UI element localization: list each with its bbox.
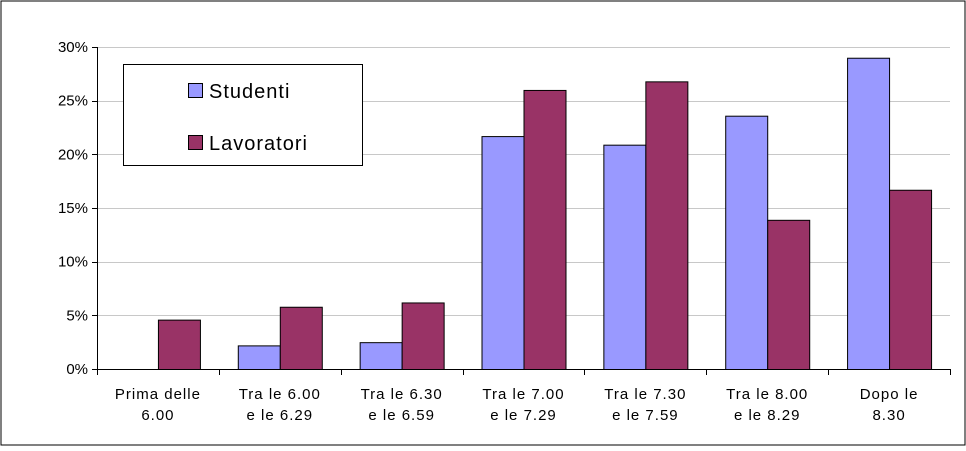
- bar-lavoratori-5: [768, 220, 810, 369]
- bar-lavoratori-0: [158, 320, 200, 369]
- bar-lavoratori-4: [646, 82, 688, 370]
- bar-lavoratori-2: [402, 303, 444, 370]
- bar-lavoratori-3: [524, 90, 566, 369]
- x-tick-label: Tra le 7.00: [482, 386, 564, 403]
- x-tick-label: 8.30: [872, 407, 905, 424]
- x-tick-label: Tra le 8.00: [726, 386, 808, 403]
- y-tick-label: 5%: [66, 307, 88, 324]
- x-tick-label: e le 7.29: [490, 407, 557, 424]
- y-tick-label: 25%: [58, 93, 88, 110]
- x-tick-label: Prima delle: [115, 386, 201, 403]
- x-tick-label: Dopo le: [860, 386, 919, 403]
- y-tick-label: 0%: [66, 361, 88, 378]
- x-tick-label: Tra le 6.30: [361, 386, 443, 403]
- y-tick-label: 20%: [58, 146, 88, 163]
- bar-studenti-4: [604, 145, 646, 369]
- y-tick-label: 15%: [58, 200, 88, 217]
- x-tick-label: Tra le 7.30: [604, 386, 686, 403]
- legend-label-studenti: Studenti: [209, 81, 290, 103]
- x-tick-label: 6.00: [141, 407, 174, 424]
- bar-lavoratori-1: [280, 307, 322, 369]
- bar-lavoratori-6: [890, 190, 932, 369]
- bar-studenti-3: [482, 137, 524, 370]
- bar-studenti-6: [848, 58, 890, 369]
- y-tick-label: 10%: [58, 254, 88, 271]
- legend-swatch-studenti: [189, 84, 203, 98]
- bar-studenti-2: [360, 343, 402, 370]
- x-tick-label: e le 6.59: [368, 407, 435, 424]
- bar-studenti-5: [726, 116, 768, 369]
- legend-label-lavoratori: Lavoratori: [209, 133, 308, 155]
- legend: Studenti Lavoratori: [124, 65, 363, 166]
- x-tick-label: e le 7.59: [612, 407, 679, 424]
- x-tick-label: Tra le 6.00: [239, 386, 321, 403]
- legend-swatch-lavoratori: [189, 136, 203, 150]
- y-tick-label: 30%: [58, 39, 88, 56]
- x-tick-label: e le 6.29: [247, 407, 314, 424]
- bar-studenti-1: [238, 346, 280, 370]
- x-tick-label: e le 8.29: [734, 407, 801, 424]
